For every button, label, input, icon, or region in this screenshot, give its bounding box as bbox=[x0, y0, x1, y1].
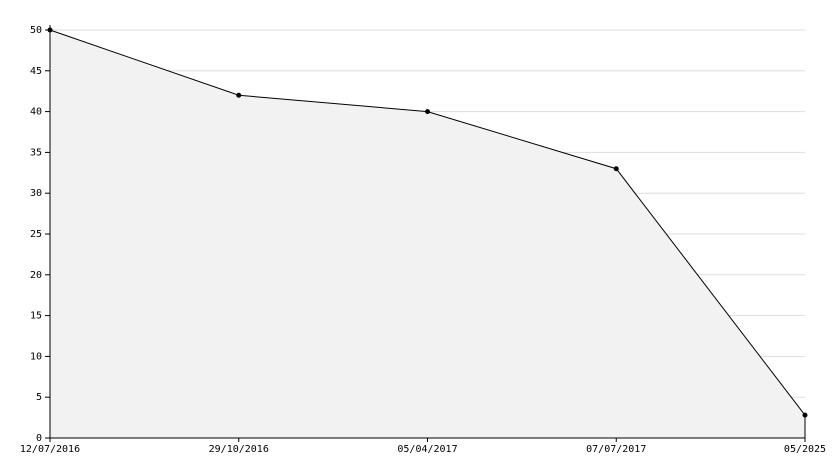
x-tick-label: 05/04/2017 bbox=[397, 444, 457, 455]
y-tick-label: 45 bbox=[30, 66, 42, 77]
x-tick-label: 07/07/2017 bbox=[586, 444, 646, 455]
x-tick-label: 29/10/2016 bbox=[209, 444, 269, 455]
y-tick-label: 0 bbox=[36, 433, 42, 444]
y-tick-label: 25 bbox=[30, 229, 42, 240]
y-tick-label: 40 bbox=[30, 107, 42, 118]
y-tick-label: 15 bbox=[30, 311, 42, 322]
x-tick-label: 05/2025 bbox=[784, 444, 826, 455]
x-tick-label: 12/07/2016 bbox=[20, 444, 80, 455]
point bbox=[236, 92, 242, 98]
area-fill bbox=[50, 30, 805, 438]
y-tick-label: 5 bbox=[36, 392, 42, 403]
y-tick-label: 30 bbox=[30, 188, 42, 199]
point bbox=[613, 166, 619, 172]
point bbox=[425, 109, 430, 115]
y-tick-label: 35 bbox=[30, 147, 42, 158]
y-tick-label: 50 bbox=[30, 25, 42, 36]
y-tick-label: 20 bbox=[30, 270, 42, 281]
y-tick-label: 10 bbox=[30, 351, 42, 362]
